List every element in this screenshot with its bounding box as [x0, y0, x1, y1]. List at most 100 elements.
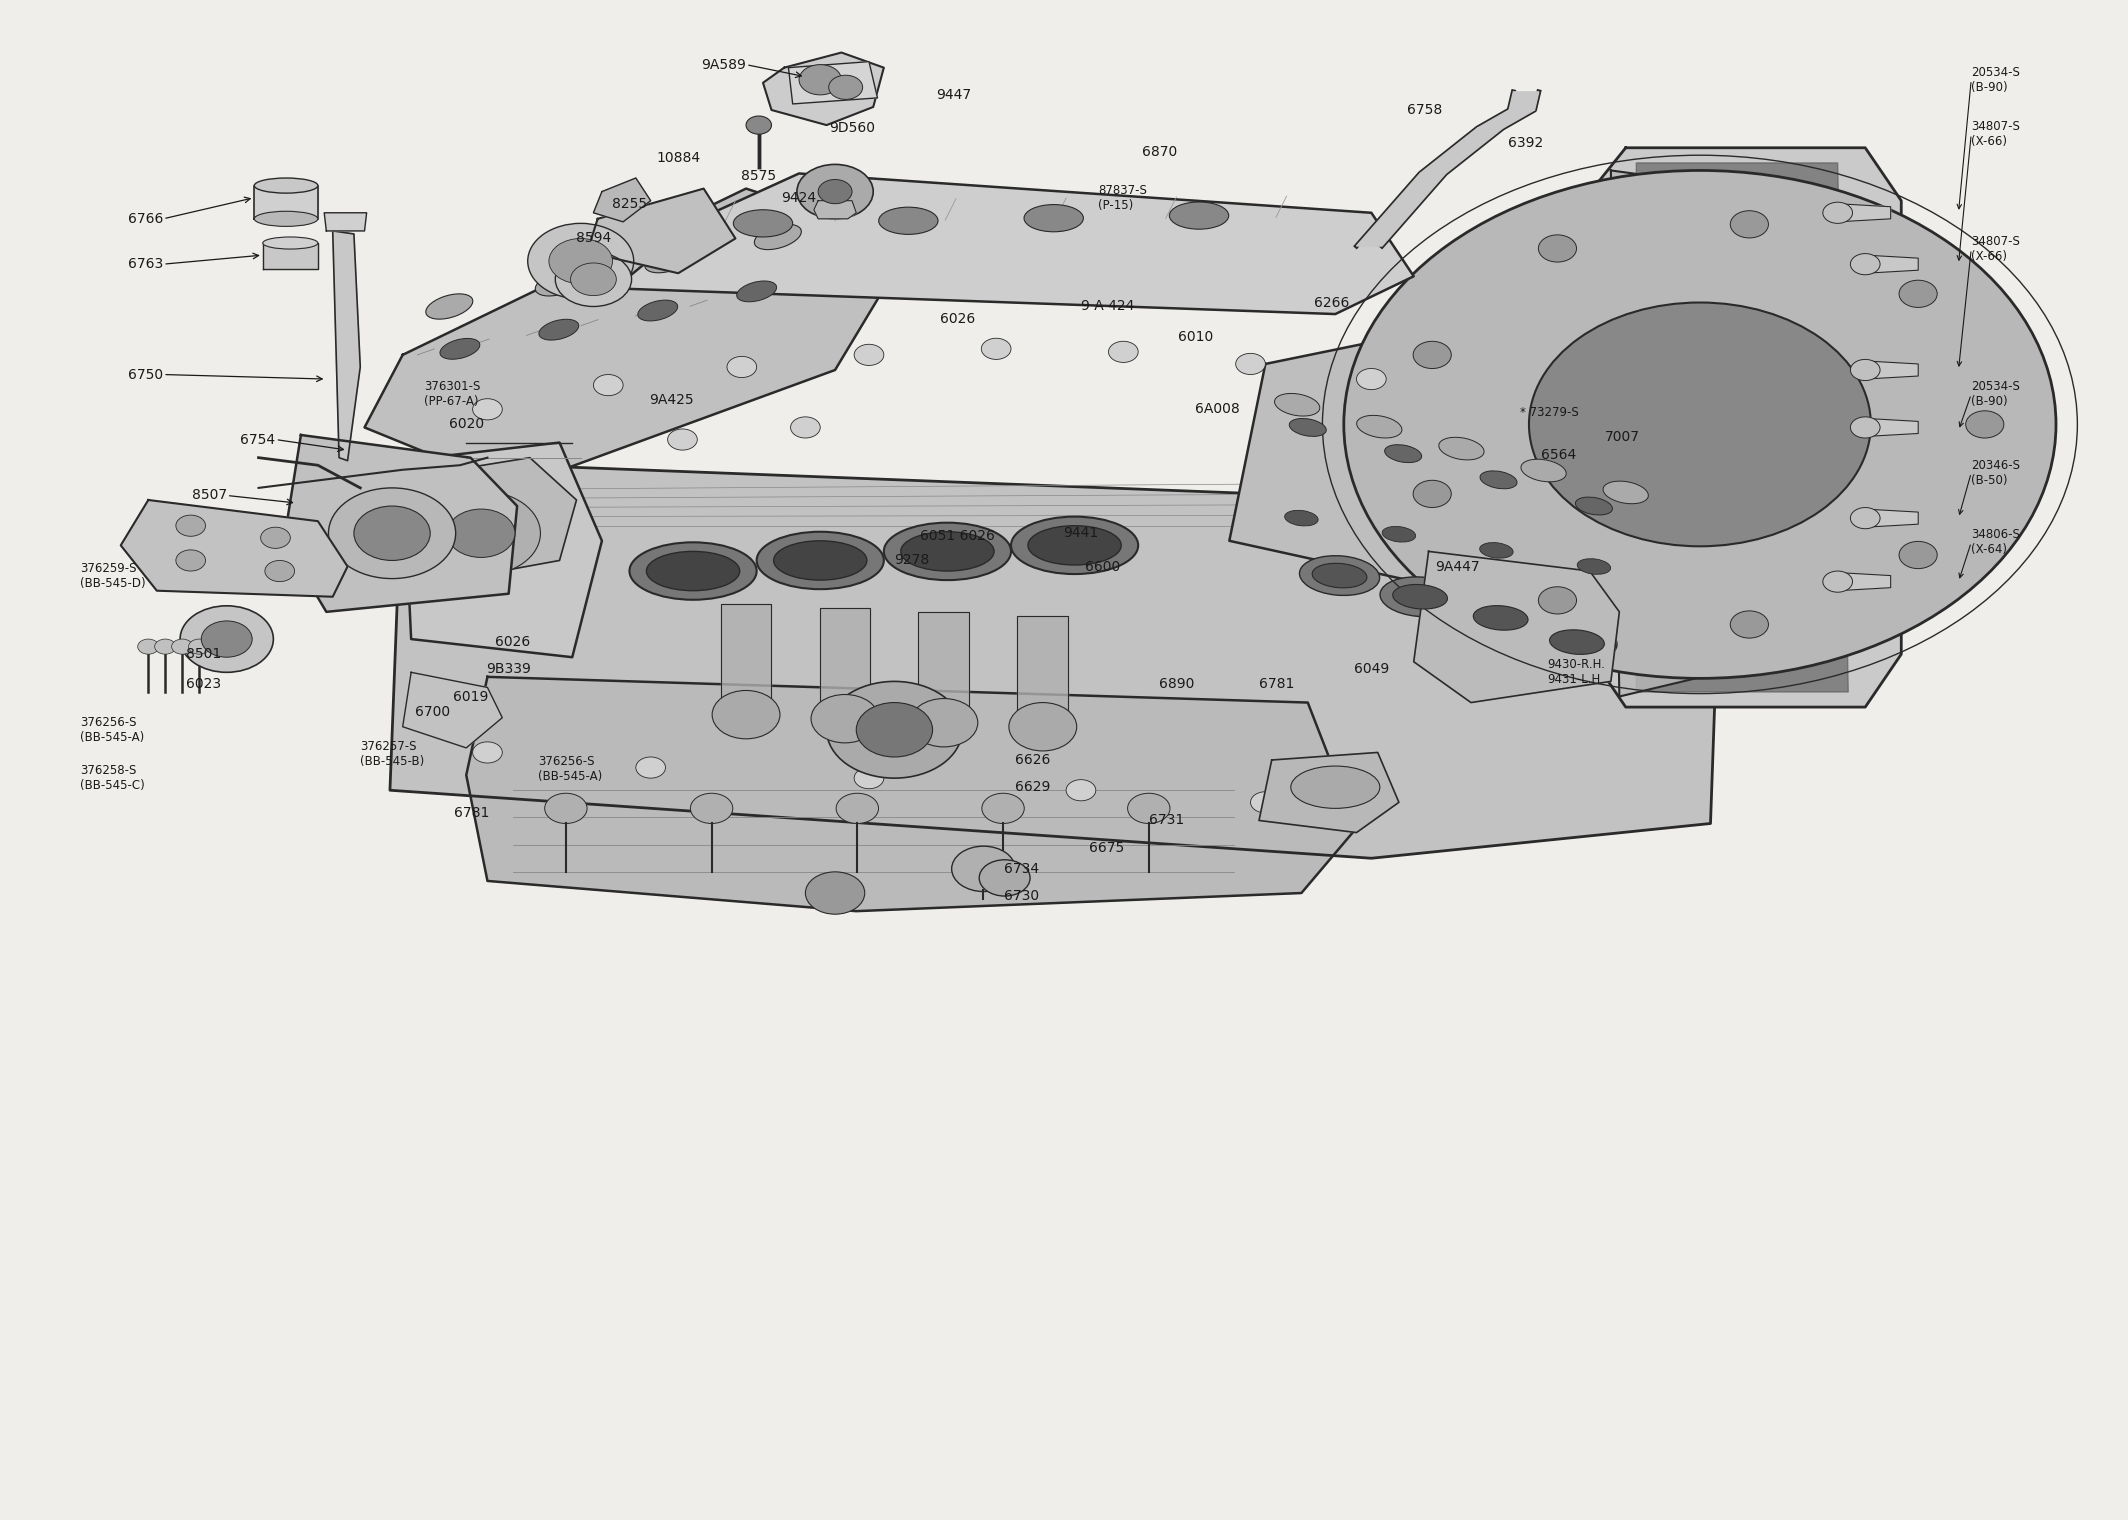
Text: 8501: 8501	[187, 648, 221, 661]
Text: 6266: 6266	[1315, 296, 1349, 310]
Text: 7007: 7007	[1605, 430, 1639, 444]
Text: 6010: 6010	[1177, 330, 1213, 344]
Ellipse shape	[253, 178, 317, 193]
Polygon shape	[587, 188, 736, 274]
Polygon shape	[1419, 128, 1502, 173]
Text: 9424: 9424	[781, 190, 817, 205]
Circle shape	[981, 793, 1024, 824]
Circle shape	[826, 681, 962, 778]
Circle shape	[1730, 211, 1768, 239]
Ellipse shape	[536, 271, 583, 296]
Ellipse shape	[645, 248, 692, 272]
Polygon shape	[819, 608, 870, 730]
Polygon shape	[402, 672, 502, 748]
Circle shape	[1413, 342, 1451, 368]
Polygon shape	[1866, 509, 1917, 527]
Circle shape	[260, 527, 289, 549]
Polygon shape	[1356, 173, 1445, 246]
Circle shape	[911, 699, 977, 746]
Ellipse shape	[1549, 629, 1605, 655]
Polygon shape	[332, 231, 360, 461]
Ellipse shape	[1381, 578, 1460, 617]
Text: 6750: 6750	[128, 368, 164, 382]
Text: 9278: 9278	[894, 553, 930, 567]
Circle shape	[353, 506, 430, 561]
Circle shape	[1109, 342, 1138, 362]
Text: 376257-S
(BB-545-B): 376257-S (BB-545-B)	[360, 740, 423, 768]
Ellipse shape	[638, 299, 677, 321]
Text: 6731: 6731	[1149, 813, 1183, 827]
Ellipse shape	[1536, 622, 1617, 661]
Text: 8255: 8255	[613, 196, 647, 211]
Ellipse shape	[262, 237, 317, 249]
Text: 20534-S
(B-90): 20534-S (B-90)	[1971, 65, 2019, 94]
Circle shape	[1824, 202, 1853, 223]
Ellipse shape	[1383, 526, 1415, 543]
Polygon shape	[262, 243, 317, 269]
Polygon shape	[283, 435, 517, 613]
Text: 20534-S
(B-90): 20534-S (B-90)	[1971, 380, 2019, 409]
Text: 9441: 9441	[1064, 526, 1098, 540]
Ellipse shape	[1290, 418, 1326, 436]
Circle shape	[1851, 508, 1879, 529]
Text: 87837-S
(P-15): 87837-S (P-15)	[1098, 184, 1147, 211]
Text: 6700: 6700	[415, 705, 449, 719]
Text: 9A425: 9A425	[649, 394, 694, 407]
Circle shape	[177, 515, 206, 537]
Circle shape	[1851, 359, 1879, 380]
Ellipse shape	[630, 543, 758, 600]
Text: 6766: 6766	[128, 211, 164, 226]
Polygon shape	[1017, 617, 1068, 737]
Polygon shape	[1839, 573, 1890, 591]
Ellipse shape	[883, 523, 1011, 581]
Circle shape	[172, 638, 194, 654]
Polygon shape	[253, 185, 317, 219]
Text: 6051 6026: 6051 6026	[919, 529, 994, 543]
Circle shape	[1356, 368, 1385, 389]
Polygon shape	[1413, 552, 1619, 702]
Circle shape	[549, 239, 613, 284]
Polygon shape	[1611, 170, 1726, 696]
Circle shape	[1251, 792, 1281, 813]
Circle shape	[138, 638, 160, 654]
Circle shape	[951, 847, 1015, 892]
Text: 9A447: 9A447	[1434, 559, 1479, 573]
Text: 6781: 6781	[1260, 678, 1294, 692]
Polygon shape	[121, 500, 347, 597]
Ellipse shape	[1575, 497, 1613, 515]
Circle shape	[202, 622, 251, 657]
Circle shape	[804, 872, 864, 914]
Ellipse shape	[775, 541, 866, 581]
Circle shape	[555, 252, 632, 307]
Polygon shape	[402, 442, 602, 657]
Text: 376256-S
(BB-545-A): 376256-S (BB-545-A)	[81, 716, 145, 743]
Circle shape	[1851, 254, 1879, 275]
Polygon shape	[323, 213, 366, 231]
Polygon shape	[1866, 360, 1917, 378]
Ellipse shape	[1577, 559, 1611, 575]
Text: 34806-S
(X-64): 34806-S (X-64)	[1971, 529, 2019, 556]
Ellipse shape	[647, 552, 741, 591]
Polygon shape	[789, 62, 877, 103]
Text: 6781: 6781	[453, 806, 489, 819]
Text: 34807-S
(X-66): 34807-S (X-66)	[1971, 236, 2019, 263]
Circle shape	[836, 793, 879, 824]
Circle shape	[1851, 416, 1879, 438]
Polygon shape	[1866, 418, 1917, 436]
Ellipse shape	[900, 532, 994, 572]
Circle shape	[1824, 572, 1853, 593]
Ellipse shape	[1385, 445, 1422, 462]
Circle shape	[189, 638, 211, 654]
Ellipse shape	[1481, 471, 1517, 489]
Ellipse shape	[879, 207, 938, 234]
Text: 6392: 6392	[1509, 137, 1543, 150]
Ellipse shape	[1028, 526, 1121, 565]
Ellipse shape	[538, 319, 579, 340]
Circle shape	[545, 793, 587, 824]
Ellipse shape	[734, 210, 794, 237]
Text: 6A008: 6A008	[1196, 403, 1241, 416]
Circle shape	[853, 345, 883, 365]
Text: 34807-S
(X-66): 34807-S (X-66)	[1971, 120, 2019, 147]
Circle shape	[1966, 410, 2005, 438]
Ellipse shape	[1024, 205, 1083, 231]
